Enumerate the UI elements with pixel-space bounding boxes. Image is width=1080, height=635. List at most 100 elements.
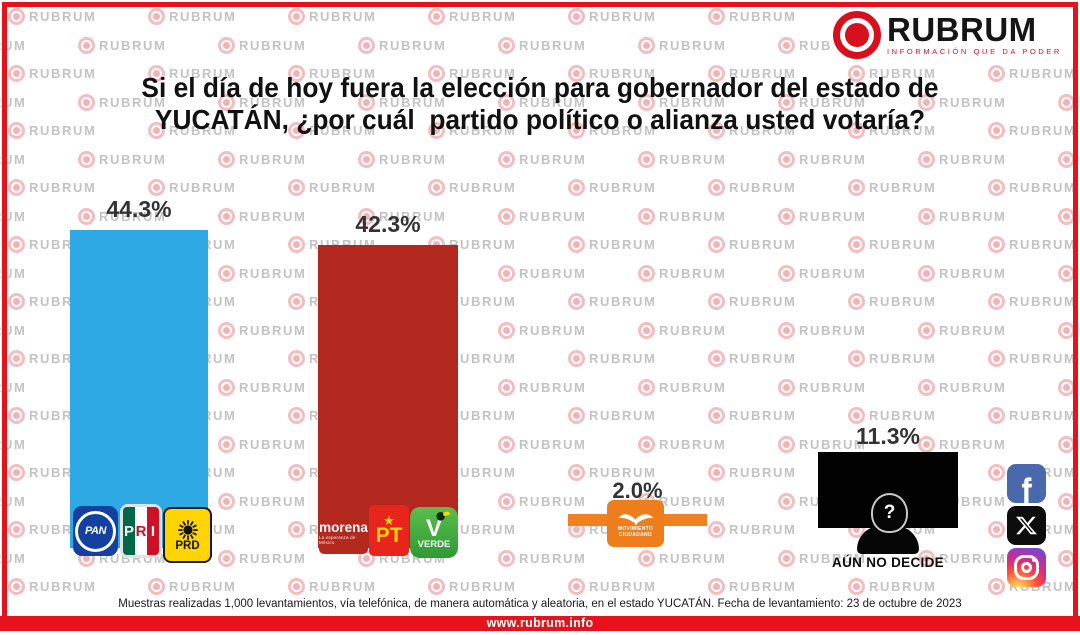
brand-logo: RUBRUM INFORMACIÓN QUE DA PODER [833,6,1073,64]
watermark: RUBRUM [708,8,796,25]
brand-tagline: INFORMACIÓN QUE DA PODER [887,47,1062,56]
watermark: RUBRUM [498,435,586,453]
watermark: RUBRUM [708,407,796,424]
watermark: RUBRUM [778,150,866,168]
watermark: RUBRUM [1058,264,1080,282]
watermark-target-icon [918,378,935,396]
watermark-target-icon [568,293,585,310]
watermark-target-icon [218,492,235,510]
value-label-pan-pri-prd: 44.3% [106,196,172,222]
watermark-target-icon [638,549,655,567]
watermark-target-icon [848,407,865,424]
brand-name: RUBRUM [887,11,1037,48]
watermark-target-icon [428,8,445,25]
watermark: RUBRUM [918,378,1006,396]
watermark-target-icon [218,36,235,54]
watermark-target-icon [8,8,25,25]
facebook-icon[interactable] [1007,464,1046,503]
website-bar[interactable]: www.rubrum.info [0,616,1080,631]
watermark: RUBRUM [568,179,656,196]
watermark-target-icon [848,179,865,196]
watermark: RUBRUM [218,207,306,225]
watermark: RUBRUM [708,293,796,310]
watermark-target-icon [638,207,655,225]
watermark: RUBRUM [848,293,936,310]
x-icon[interactable] [1007,506,1046,545]
watermark-target-icon [358,150,375,168]
verde-logo-label: VERDE [417,538,451,550]
watermark: RUBRUM [0,265,27,281]
watermark-target-icon [78,150,95,168]
watermark: RUBRUM [1058,321,1080,339]
instagram-icon[interactable] [1007,548,1046,587]
watermark: RUBRUM [428,179,516,196]
watermark: RUBRUM [218,36,306,54]
watermark-target-icon [778,36,795,54]
watermark: RUBRUM [498,36,586,54]
watermark-target-icon [778,264,795,282]
watermark-target-icon [428,179,445,196]
watermark-target-icon [708,521,725,538]
watermark-target-icon [1058,207,1075,225]
morena-logo-tagline: La esperanza de México [319,535,356,545]
watermark-target-icon [8,350,25,367]
watermark-target-icon [638,264,655,282]
watermark-target-icon [78,36,95,54]
undecided-label: AÚN NO DECIDE [832,555,944,570]
watermark: RUBRUM [988,407,1076,424]
watermark: RUBRUM [918,264,1006,282]
watermark: RUBRUM [848,236,936,253]
watermark: RUBRUM [148,578,236,595]
watermark-target-icon [778,378,795,396]
watermark: RUBRUM [1058,435,1080,453]
watermark: RUBRUM [568,8,656,25]
watermark-target-icon [1058,549,1075,567]
watermark-target-icon [848,578,865,595]
poll-title-line1: Si el día de hoy fuera la elección para … [141,72,939,103]
poll-title: Si el día de hoy fuera la elección para … [32,72,1047,136]
watermark-target-icon [708,236,725,253]
watermark: RUBRUM [8,578,96,595]
question-mark: ? [883,502,896,523]
watermark-target-icon [568,236,585,253]
watermark-target-icon [288,464,305,481]
watermark-target-icon [218,207,235,225]
watermark: RUBRUM [638,549,726,567]
watermark-target-icon [988,350,1005,367]
pan-logo-icon: PAN [73,506,118,556]
watermark: RUBRUM [708,350,796,367]
watermark: RUBRUM [8,179,96,196]
watermark: RUBRUM [78,150,166,168]
watermark-target-icon [708,464,725,481]
pan-logo-label: PAN [85,525,106,537]
watermark: RUBRUM [0,436,27,452]
watermark: RUBRUM [778,207,866,225]
watermark-target-icon [778,207,795,225]
watermark-target-icon [218,321,235,339]
pt-logo-label: PT [375,524,403,547]
watermark-target-icon [568,407,585,424]
watermark-target-icon [708,293,725,310]
watermark: RUBRUM [778,264,866,282]
movimiento-ciudadano-logo-icon: MOVIMIENTO CIUDADANO [607,500,664,547]
watermark-target-icon [918,321,935,339]
prd-logo-icon: PRD [163,507,212,563]
watermark-target-icon [638,321,655,339]
mc-logo-label-line2: CIUDADANO [618,532,653,538]
watermark-target-icon [288,521,305,538]
watermark: RUBRUM [848,350,936,367]
watermark-target-icon [568,350,585,367]
watermark-target-icon [8,407,25,424]
watermark-target-icon [288,293,305,310]
watermark-target-icon [988,464,1005,481]
watermark: RUBRUM [1058,93,1080,111]
watermark: RUBRUM [708,521,796,538]
value-label-aun-no-decide: 11.3% [856,423,920,449]
watermark-target-icon [8,578,25,595]
watermark: RUBRUM [848,578,936,595]
watermark-target-icon [918,264,935,282]
watermark: RUBRUM [0,493,27,509]
watermark-target-icon [848,293,865,310]
watermark: RUBRUM [218,549,306,567]
watermark-target-icon [1058,321,1075,339]
